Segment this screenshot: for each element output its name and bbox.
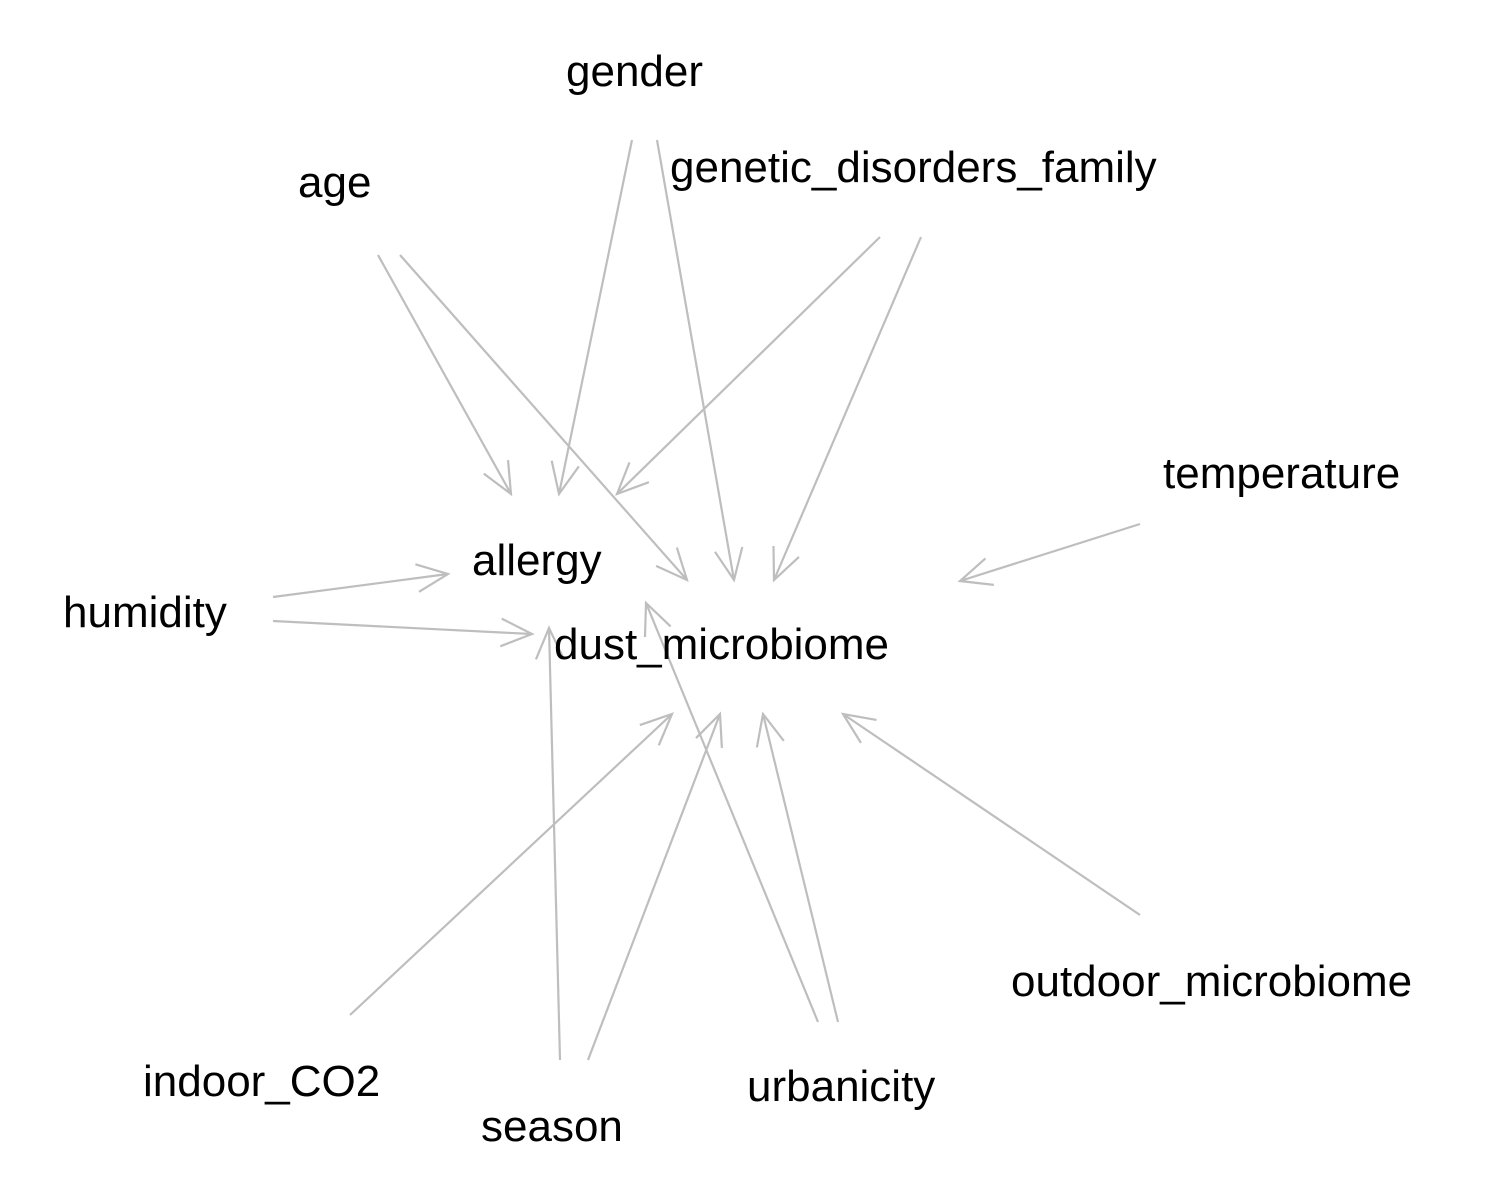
arrowhead [483,460,513,497]
edge-genetic-disorders-family-to-dust-microbiome [772,236,923,583]
node-season: season [481,1102,623,1151]
edge-season-to-allergy [586,711,723,1061]
node-dust-microbiome: dust_microbiome [554,620,889,669]
arrowhead [550,460,580,497]
edge-line [616,236,881,495]
edge-line [272,619,533,636]
arrowhead [755,711,785,748]
arrowhead [957,557,994,586]
arrowhead [655,547,689,583]
arrowhead [643,600,672,638]
arrowhead [772,545,800,583]
node-temperature: temperature [1163,449,1400,498]
edge-indoor-co2-to-dust-microbiome [349,712,674,1016]
edge-line [377,254,512,495]
arrowhead [840,712,877,744]
edge-gender-to-allergy [550,139,634,497]
edge-temperature-to-dust-microbiome [957,522,1141,586]
edge-line [959,522,1141,583]
edge-outdoor-microbiome-to-dust-microbiome [840,712,1141,916]
edge-line [772,236,923,581]
arrowhead [615,461,650,496]
edge-humidity-to-allergy [272,563,451,599]
node-outdoor-microbiome: outdoor_microbiome [1011,957,1412,1006]
edge-urbanicity-to-allergy [643,600,820,1023]
edge-line [655,139,736,581]
node-gender: gender [566,47,703,96]
edge-humidity-to-dust-microbiome [272,617,535,648]
edge-line [547,627,562,1061]
node-humidity: humidity [63,588,227,637]
node-age: age [298,158,371,207]
arrowhead [534,625,565,660]
arrowhead [499,617,535,648]
node-genetic-disorders-family: genetic_disorders_family [670,143,1157,192]
edge-line [586,713,722,1061]
node-allergy: allergy [472,536,602,585]
arrowhead [415,563,451,593]
edge-line [272,572,449,599]
node-indoor-co2: indoor_CO2 [143,1057,380,1106]
arrowhead [695,711,723,749]
edge-line [557,139,634,495]
edge-line [349,713,673,1016]
edge-age-to-dust-microbiome [399,254,689,583]
edge-line [842,713,1141,916]
edge-layer [272,139,1141,1061]
edge-line [644,602,820,1023]
edge-genetic-disorders-family-to-allergy [615,236,881,496]
arrowhead [639,712,674,746]
edge-urbanicity-to-dust-microbiome [755,711,840,1023]
edge-age-to-allergy [377,254,513,497]
node-layer: gender age genetic_disorders_family temp… [63,47,1412,1151]
arrowhead [714,546,744,583]
edge-line [761,713,840,1023]
node-urbanicity: urbanicity [747,1062,935,1111]
edge-gender-to-dust-microbiome [655,139,744,583]
edge-line [399,254,688,581]
edge-season-to-dust-microbiome [534,625,565,1061]
